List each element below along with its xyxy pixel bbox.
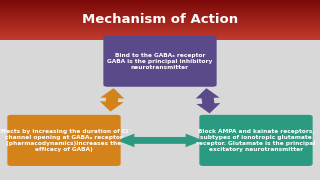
Bar — [0, 13, 320, 15]
Bar — [0, 21, 320, 22]
Bar — [0, 9, 320, 11]
Bar — [0, 30, 320, 32]
Bar — [0, 4, 320, 5]
Bar — [0, 33, 320, 34]
Text: Effects by increasing the duration of Cl⁻
channel opening at GABAₐ receptor
(pha: Effects by increasing the duration of Cl… — [0, 129, 131, 152]
Polygon shape — [100, 88, 124, 112]
Bar — [0, 28, 320, 29]
Bar — [0, 22, 320, 24]
Bar — [0, 37, 320, 38]
FancyBboxPatch shape — [103, 36, 217, 87]
Bar — [0, 34, 320, 36]
Bar — [0, 24, 320, 25]
Bar — [0, 20, 320, 21]
Bar — [0, 3, 320, 4]
Bar — [0, 17, 320, 19]
Bar — [0, 15, 320, 16]
Polygon shape — [196, 88, 220, 113]
Bar — [0, 7, 320, 8]
Bar — [0, 32, 320, 33]
Bar — [0, 12, 320, 13]
Polygon shape — [117, 134, 203, 147]
Bar — [0, 25, 320, 26]
Bar — [0, 16, 320, 17]
Bar — [0, 11, 320, 12]
Text: Bind to the GABAₐ receptor
GABA is the principal inhibitory
neurotransmitter: Bind to the GABAₐ receptor GABA is the p… — [107, 53, 213, 70]
FancyBboxPatch shape — [7, 115, 121, 166]
Bar — [0, 26, 320, 28]
Bar — [0, 36, 320, 37]
Text: Mechanism of Action: Mechanism of Action — [82, 13, 238, 26]
Bar — [0, 8, 320, 9]
Text: Block AMPA and kainate receptors,
subtypes of ionotropic glutamate
receptor. Glu: Block AMPA and kainate receptors, subtyp… — [196, 129, 316, 152]
Bar — [0, 5, 320, 7]
Bar — [0, 1, 320, 3]
Bar — [0, 38, 320, 40]
Bar — [0, 19, 320, 20]
FancyBboxPatch shape — [199, 115, 313, 166]
Bar — [0, 29, 320, 30]
Bar — [0, 0, 320, 1]
